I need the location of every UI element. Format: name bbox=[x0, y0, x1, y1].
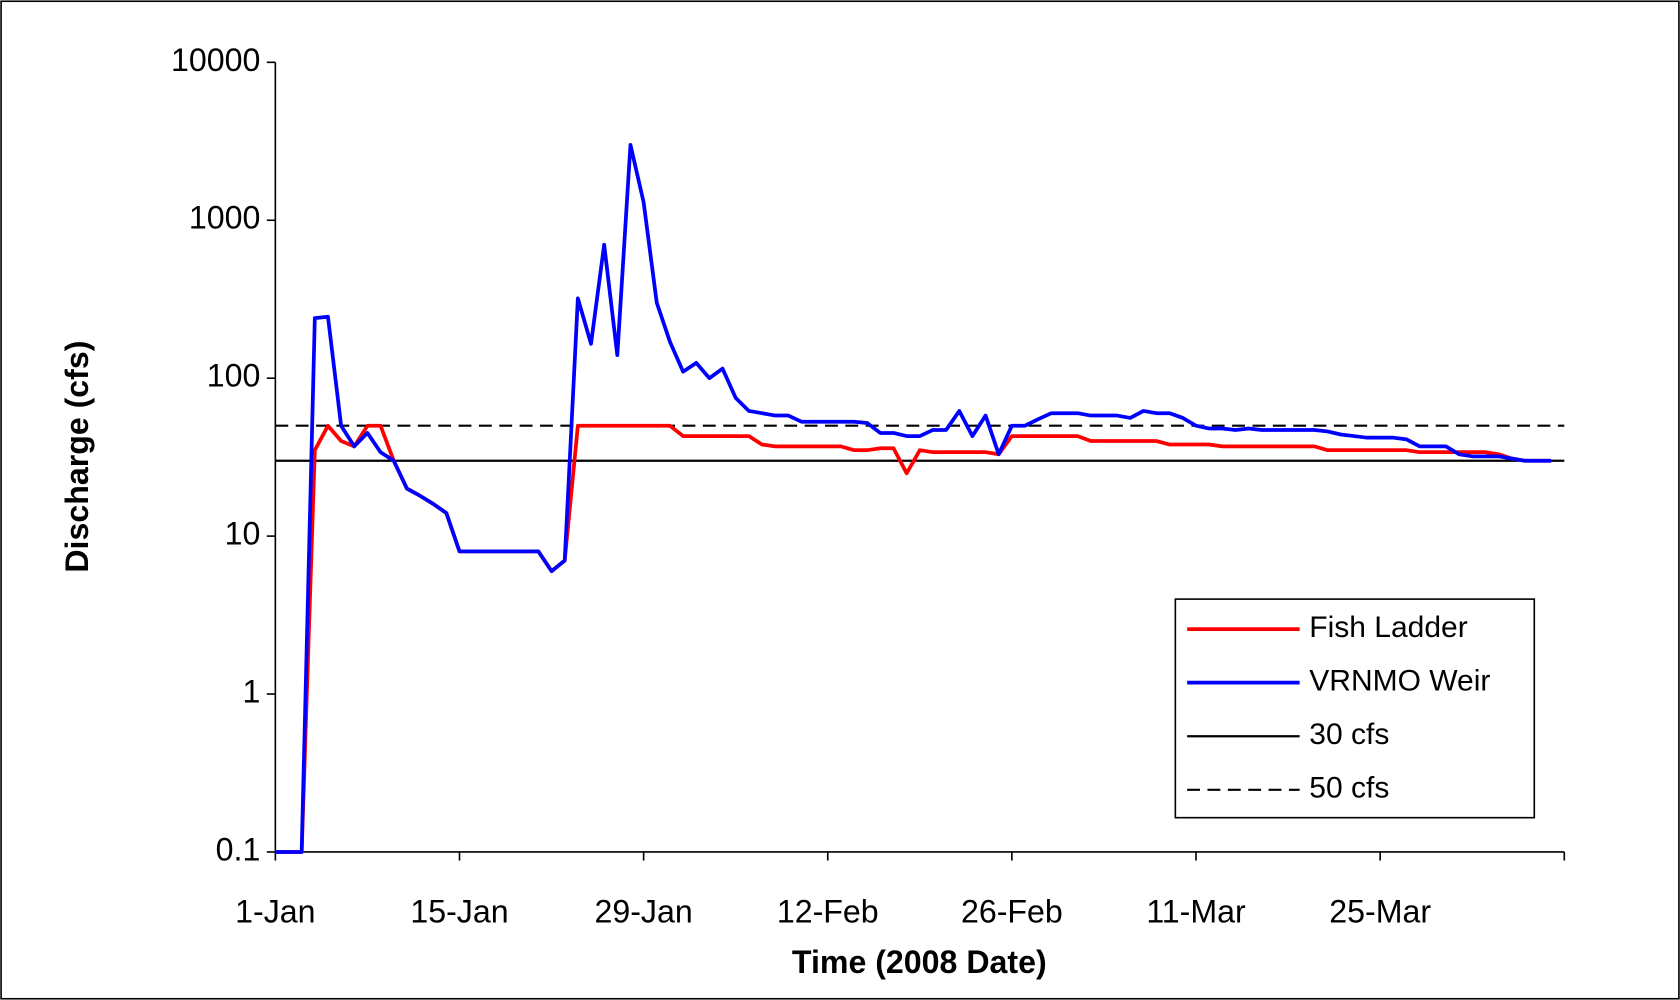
x-tick-label: 1-Jan bbox=[235, 894, 315, 930]
y-tick-label: 1 bbox=[242, 674, 260, 710]
y-axis-title: Discharge (cfs) bbox=[59, 341, 95, 573]
y-tick-label: 100 bbox=[207, 358, 261, 394]
x-tick-label: 26-Feb bbox=[961, 894, 1063, 930]
x-tick-label: 11-Mar bbox=[1146, 894, 1246, 930]
x-axis-title: Time (2008 Date) bbox=[792, 944, 1047, 980]
legend-label: VRNMO Weir bbox=[1309, 665, 1490, 698]
y-tick-label: 10 bbox=[225, 516, 261, 552]
y-tick-label: 0.1 bbox=[216, 831, 261, 867]
legend: Fish Ladder VRNMO Weir 30 cfs 50 cfs bbox=[1174, 598, 1536, 819]
legend-label: Fish Ladder bbox=[1309, 611, 1467, 644]
series-line bbox=[275, 143, 1552, 854]
x-tick-label: 25-Mar bbox=[1329, 894, 1431, 930]
legend-label: 50 cfs bbox=[1309, 772, 1389, 805]
legend-box bbox=[1174, 598, 1536, 819]
legend-label: 30 cfs bbox=[1309, 718, 1389, 751]
x-tick-label: 15-Jan bbox=[410, 894, 508, 930]
y-tick-label: 10000 bbox=[171, 42, 260, 78]
x-tick-label: 29-Jan bbox=[595, 894, 693, 930]
x-tick-label: 12-Feb bbox=[777, 894, 879, 930]
y-tick-label: 1000 bbox=[189, 200, 260, 236]
